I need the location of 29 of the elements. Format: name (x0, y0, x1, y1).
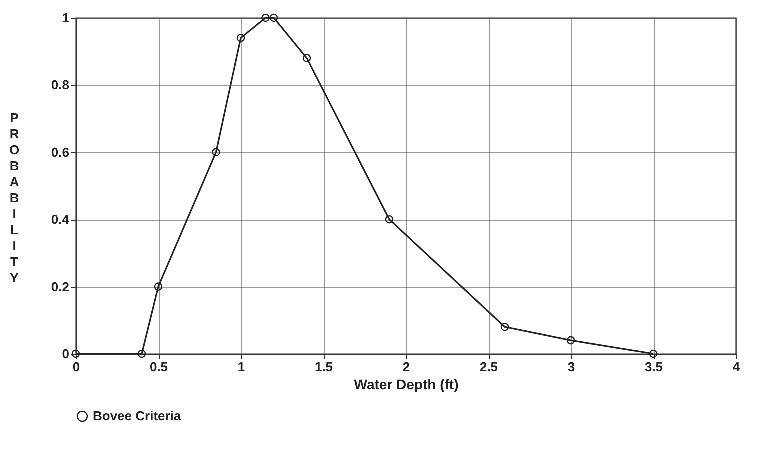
x-tick-label: 2.5 (480, 360, 498, 374)
x-tick-label: 4 (732, 360, 741, 374)
point (262, 14, 270, 22)
text: PROBABILITY (9, 110, 20, 286)
legend-label: Bovee Criteria (93, 408, 182, 424)
x-tick-label: 3.5 (644, 360, 664, 374)
point (566, 336, 576, 345)
y-tick-label: 0.6 (51, 144, 70, 160)
y-tick-label: 0.8 (51, 78, 70, 93)
x-tick-label: 3 (568, 360, 576, 374)
point (154, 282, 163, 291)
point (649, 350, 658, 358)
x-axis-title: Water Depth (ft) (354, 376, 459, 392)
y-tick-label: 0.4 (51, 212, 70, 228)
point (138, 350, 146, 358)
point (236, 34, 246, 42)
x-tick-label: 2 (402, 360, 410, 374)
y-tick-label: 0 (62, 346, 70, 362)
x-tick-label: 1 (238, 360, 246, 374)
x-tick-label: 0.5 (150, 360, 168, 374)
point (270, 14, 278, 22)
y-tick-label: 0.2 (51, 279, 70, 294)
point (212, 148, 220, 157)
point (385, 215, 394, 224)
point (302, 54, 312, 62)
x-tick-label: 1.5 (314, 360, 334, 374)
y-tick-label: 1 (62, 10, 70, 26)
x-tick-label: 0 (72, 360, 80, 374)
point (500, 322, 510, 332)
